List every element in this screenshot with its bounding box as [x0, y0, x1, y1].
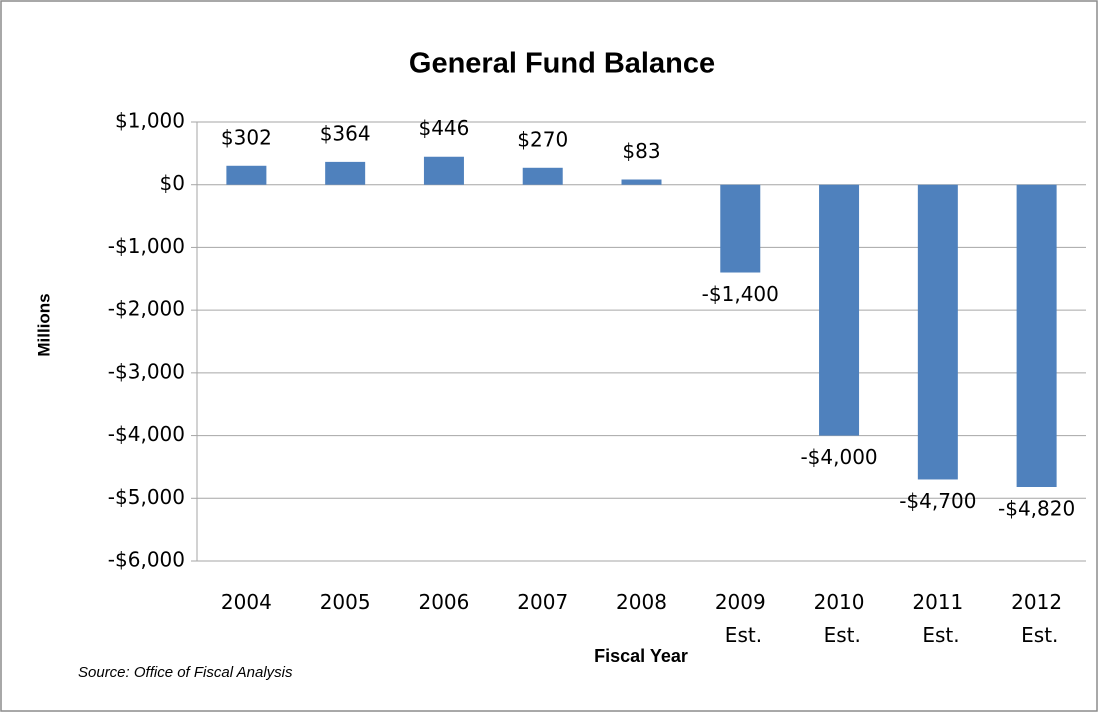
source-note: Source: Office of Fiscal Analysis [78, 664, 293, 681]
y-tick-label: $0 [160, 171, 185, 195]
x-axis-label: Fiscal Year [594, 646, 688, 666]
data-label: -$4,000 [800, 445, 877, 469]
data-label: -$4,820 [998, 496, 1075, 520]
x-tick-label: 2010 Est. [814, 590, 865, 647]
y-tick-label: -$2,000 [108, 297, 185, 321]
data-label: $302 [221, 125, 272, 149]
bar [522, 167, 563, 185]
x-tick-label: 2008 [616, 590, 667, 614]
x-tick-label: 2011 Est. [912, 590, 963, 647]
x-tick-label: 2007 [517, 590, 568, 614]
y-tick-label: -$1,000 [108, 234, 185, 258]
data-label: $446 [418, 116, 469, 140]
bar [226, 165, 267, 185]
y-tick-label: -$6,000 [108, 548, 185, 572]
y-tick-label: -$4,000 [108, 422, 185, 446]
x-tick-label: 2005 [320, 590, 371, 614]
x-tick-label: 2006 [418, 590, 469, 614]
bar [720, 184, 761, 273]
data-label: $364 [320, 121, 371, 145]
chart-title: General Fund Balance [409, 48, 715, 80]
y-tick-label: -$3,000 [108, 359, 185, 383]
x-tick-label: 2009 Est. [715, 590, 766, 647]
bar [917, 184, 958, 480]
x-tick-label: 2012 Est. [1011, 590, 1062, 647]
y-tick-label: -$5,000 [108, 485, 185, 509]
data-label: -$1,400 [702, 282, 779, 306]
data-label: $83 [622, 139, 660, 163]
bar [423, 156, 464, 185]
bar [621, 179, 662, 185]
bar [325, 161, 366, 185]
data-label: $270 [517, 127, 568, 151]
y-tick-label: $1,000 [115, 109, 185, 133]
data-label: -$4,700 [899, 489, 976, 513]
y-axis-label: Millions [34, 293, 53, 356]
x-tick-label: 2004 [221, 590, 272, 614]
bar [819, 184, 860, 436]
bar [1016, 184, 1057, 487]
